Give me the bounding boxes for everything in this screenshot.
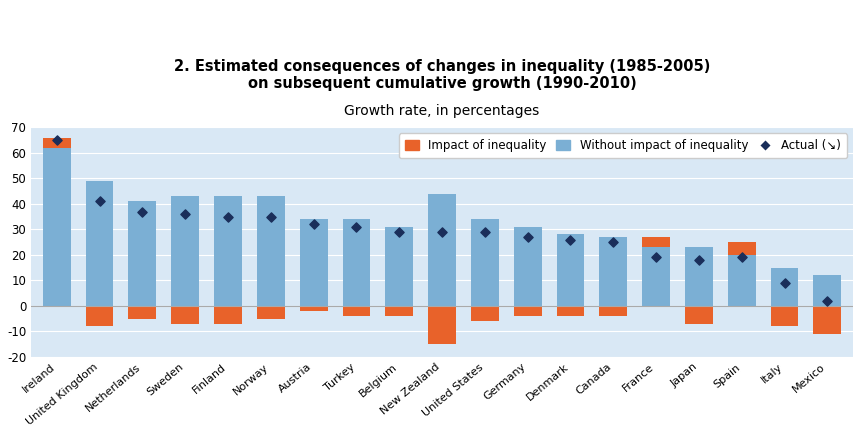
Point [221,213,235,220]
Bar [299,219,328,306]
Text: Growth rate, in percentages: Growth rate, in percentages [345,104,540,118]
Point [734,254,748,261]
Bar [214,196,242,306]
Bar [171,306,200,324]
Bar [556,306,585,316]
Point [692,256,706,263]
Bar [385,227,413,306]
Bar [513,227,542,306]
Point [178,210,192,217]
Point [563,236,577,243]
Bar [771,268,798,306]
Point [521,233,535,240]
Bar [299,306,328,311]
Bar [43,138,71,148]
Bar [128,201,157,306]
Point [777,279,791,286]
Bar [513,306,542,316]
Point [264,213,278,220]
Point [349,224,363,230]
Point [93,198,107,205]
Point [606,239,620,246]
Bar [728,242,756,255]
Bar [385,306,413,316]
Point [649,254,663,261]
Title: 2. Estimated consequences of changes in inequality (1985-2005)
on subsequent cum: 2. Estimated consequences of changes in … [174,59,710,92]
Point [392,228,406,235]
Bar [428,306,456,344]
Bar [471,219,499,306]
Point [478,228,492,235]
Legend: Impact of inequality, Without impact of inequality, Actual (↘): Impact of inequality, Without impact of … [399,133,847,158]
Bar [642,237,670,247]
Bar [642,247,670,306]
Bar [214,306,242,324]
Bar [86,306,114,326]
Bar [471,306,499,321]
Point [435,228,449,235]
Bar [814,275,841,306]
Bar [599,306,627,316]
Bar [342,219,371,306]
Point [136,208,150,215]
Bar [171,196,200,306]
Bar [257,196,285,306]
Bar [685,306,713,324]
Bar [428,194,456,306]
Bar [43,148,71,306]
Bar [599,237,627,306]
Bar [728,255,756,306]
Bar [342,306,371,316]
Bar [128,306,157,319]
Point [820,297,834,304]
Bar [86,181,114,306]
Bar [257,306,285,319]
Bar [814,306,841,334]
Bar [685,247,713,306]
Point [307,221,321,228]
Bar [556,234,585,306]
Bar [771,306,798,326]
Point [50,137,64,144]
